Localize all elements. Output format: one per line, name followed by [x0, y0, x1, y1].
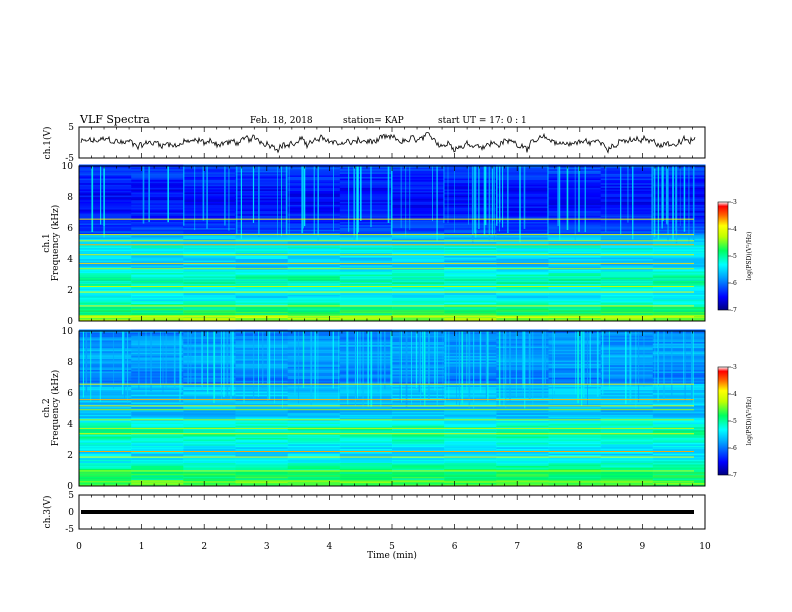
xtick-2: 2	[201, 542, 207, 552]
ch1-ytick-top: 5	[68, 123, 74, 133]
ch1-spectrogram-panel: 0 2 4 6 8 10 ch.1 Frequency (kHz)	[42, 162, 706, 327]
ch2-ytick-8: 8	[67, 358, 73, 368]
ch2-ytick-2: 2	[67, 451, 73, 461]
ch1-cb-tick-m5: -5	[731, 253, 737, 260]
ch1-colorbar-label: log(PSD)(V²/Hz)	[746, 232, 753, 281]
ch2-spectrogram-panel: 0 2 4 6 8 10 ch.2 Frequency (kHz)	[42, 327, 706, 492]
ch1-ytick-10: 10	[62, 162, 74, 172]
ch1-ytick-2: 2	[67, 286, 73, 296]
header-start-time: start UT = 17: 0 : 1	[438, 116, 527, 126]
ch3-waveform-panel: 5 0 -5 ch.3(V)	[42, 491, 706, 535]
ch2-ytick-6: 6	[67, 389, 73, 399]
ch2-colorbar-label: log(PSD)(V²/Hz)	[746, 397, 753, 446]
ch2-spectrogram-image	[79, 329, 706, 487]
ch1-cb-tick-m7: -7	[731, 307, 737, 314]
ch2-ytick-10: 10	[62, 327, 74, 337]
ch1-spectrogram-yticks: 0 2 4 6 8 10	[62, 162, 74, 327]
xtick-8: 8	[577, 542, 583, 552]
xtick-1: 1	[139, 542, 145, 552]
ch3-ylabel: ch.3(V)	[42, 496, 53, 529]
ch1-colorbar-gradient	[717, 201, 729, 311]
ch1-colorbar: -3 -4 -5 -6 -7 log(PSD)(V²/Hz)	[717, 199, 753, 314]
ch2-colorbar: -3 -4 -5 -6 -7 log(PSD)(V²/Hz)	[717, 364, 753, 479]
ch2-colorbar-ticks	[728, 366, 731, 476]
xtick-6: 6	[452, 542, 458, 552]
ch1-cb-tick-m4: -4	[731, 226, 737, 233]
figure-title: VLF Spectra	[79, 113, 150, 126]
ch1-ytick-0: 0	[67, 317, 73, 327]
ch2-cb-tick-m5: -5	[731, 418, 737, 425]
ch1-ytick-6: 6	[67, 224, 73, 234]
ch1-spectrogram-image	[79, 164, 706, 322]
ch2-cb-tick-m3: -3	[731, 364, 737, 371]
ch1-spectrogram-ylabel-channel: ch.1	[42, 233, 52, 252]
header-date: Feb. 18, 2018	[250, 116, 313, 126]
ch2-spectrogram-ticks	[78, 331, 706, 486]
ch2-colorbar-gradient	[717, 366, 729, 476]
header-station: station= KAP	[343, 116, 404, 126]
ch1-colorbar-ticks	[728, 201, 731, 311]
ch2-spectrogram-ylabel: Frequency (kHz)	[50, 370, 61, 447]
ch2-cb-tick-m7: -7	[731, 472, 737, 479]
ch1-ytick-4: 4	[67, 255, 73, 265]
ch1-cb-tick-m6: -6	[731, 280, 737, 287]
x-axis-tick-labels: 0 1 2 3 4 5 6 7 8 9 10	[76, 542, 711, 552]
ch1-spectrogram-ticks	[78, 166, 706, 321]
ch2-cb-tick-m6: -6	[731, 445, 737, 452]
xtick-0: 0	[76, 542, 82, 552]
ch1-ylabel: ch.1(V)	[42, 127, 53, 160]
ch1-waveform-line	[80, 132, 696, 154]
xtick-10: 10	[699, 542, 711, 552]
xtick-5: 5	[389, 542, 395, 552]
ch3-ytick-bottom: -5	[65, 525, 74, 535]
xtick-9: 9	[640, 542, 646, 552]
ch3-ytick-top: 5	[68, 491, 74, 501]
ch1-waveform-panel: 5 -5 ch.1(V)	[42, 123, 706, 164]
ch1-spectrogram-ylabel: Frequency (kHz)	[50, 205, 61, 282]
x-axis-label: Time (min)	[367, 550, 417, 561]
ch2-ytick-4: 4	[67, 420, 73, 430]
ch2-spectrogram-ylabel-channel: ch.2	[42, 398, 52, 417]
ch1-ytick-bottom: -5	[65, 154, 74, 164]
xtick-3: 3	[264, 542, 270, 552]
ch2-ytick-0: 0	[67, 482, 73, 492]
ch2-spectrogram-yticks: 0 2 4 6 8 10	[62, 327, 74, 492]
ch1-waveform-ticks	[78, 127, 706, 158]
xtick-4: 4	[327, 542, 333, 552]
ch1-ytick-8: 8	[67, 193, 73, 203]
ch2-cb-tick-m4: -4	[731, 391, 737, 398]
ch3-waveform-ticks	[78, 495, 706, 529]
xtick-7: 7	[514, 542, 520, 552]
ch1-cb-tick-m3: -3	[731, 199, 737, 206]
ch3-ytick-mid: 0	[68, 508, 74, 518]
